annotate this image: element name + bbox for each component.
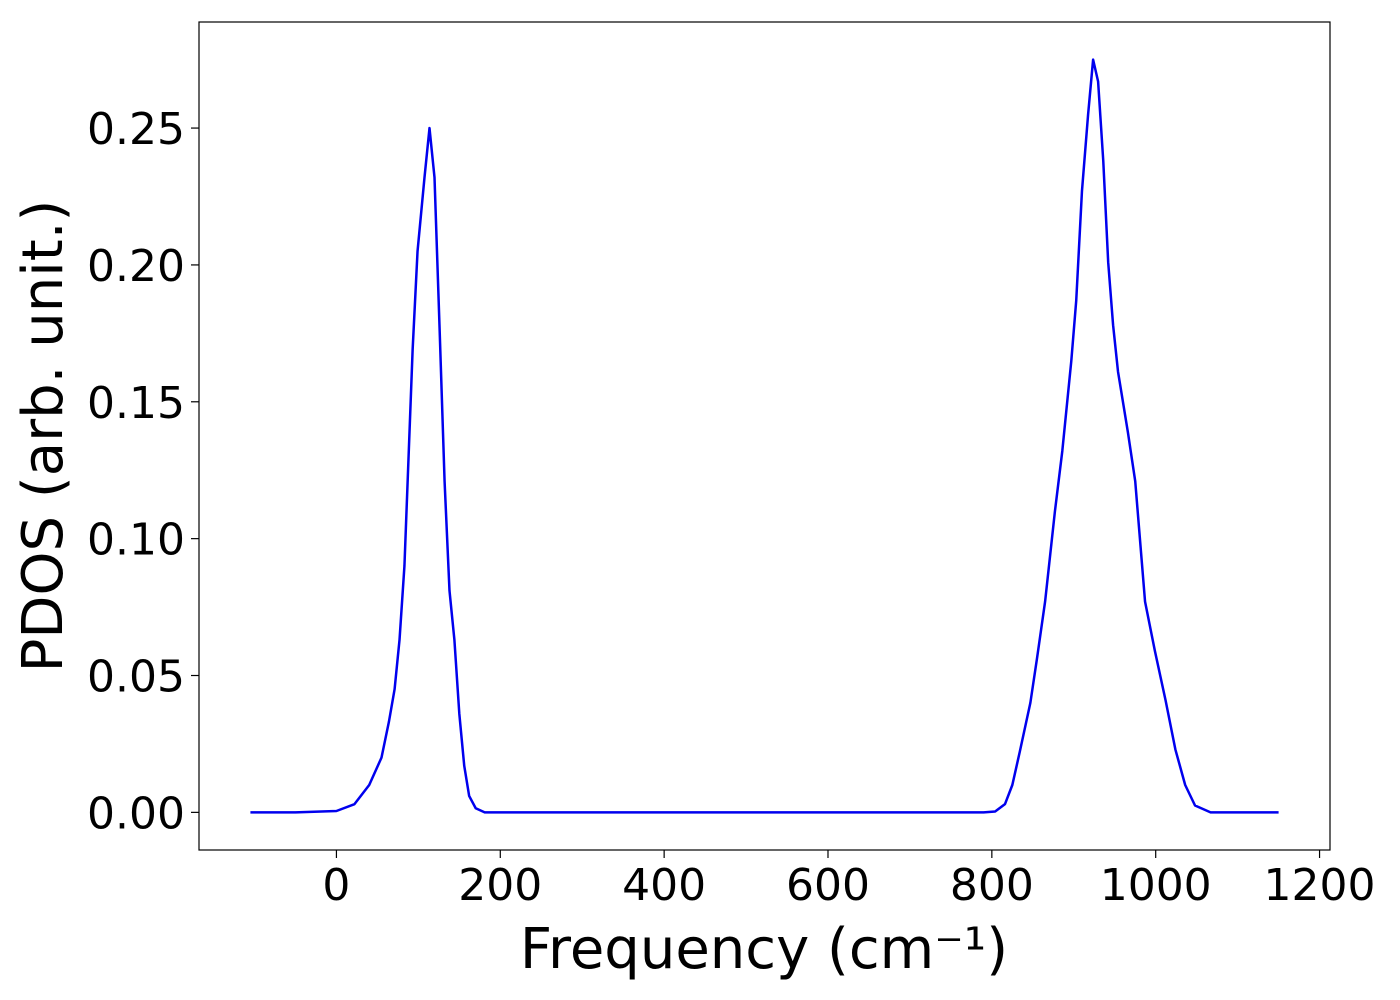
y-tick-label: 0.20 xyxy=(87,241,185,292)
y-axis-label: PDOS (arb. unit.) xyxy=(11,200,76,673)
plot-frame xyxy=(198,21,1331,851)
y-tick-label: 0.10 xyxy=(87,515,185,566)
y-tick-label: 0.00 xyxy=(87,788,185,839)
x-tick-label: 800 xyxy=(950,860,1034,911)
x-axis-label: Frequency (cm⁻¹) xyxy=(520,917,1008,982)
x-tick-label: 200 xyxy=(458,860,542,911)
y-tick-label: 0.05 xyxy=(87,652,185,703)
x-tick-label: 600 xyxy=(786,860,870,911)
y-tick-label: 0.25 xyxy=(87,104,185,155)
x-tick-label: 1200 xyxy=(1264,860,1376,911)
x-tick-label: 0 xyxy=(322,860,350,911)
y-tick-label: 0.15 xyxy=(87,378,185,429)
line xyxy=(250,58,1279,814)
x-tick-label: 400 xyxy=(622,860,706,911)
x-tick-label: 1000 xyxy=(1100,860,1212,911)
